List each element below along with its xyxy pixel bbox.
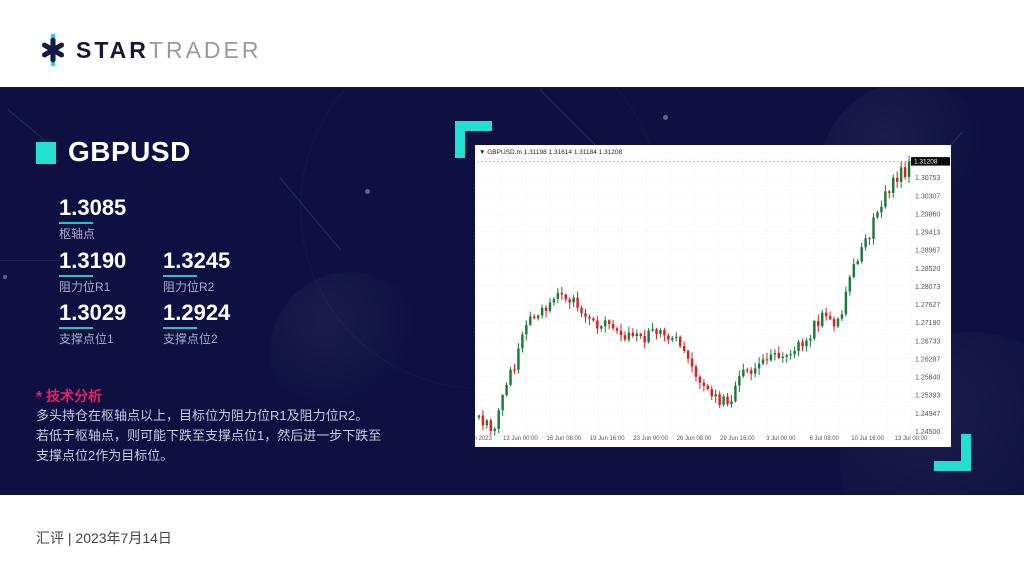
svg-text:9 Jun 2023: 9 Jun 2023 — [475, 436, 493, 442]
svg-text:23 Jun 00:00: 23 Jun 00:00 — [633, 436, 668, 442]
svg-text:1.28073: 1.28073 — [915, 284, 940, 291]
svg-text:19 Jun 16:00: 19 Jun 16:00 — [590, 436, 625, 442]
svg-text:29 Jun 16:00: 29 Jun 16:00 — [720, 436, 755, 442]
svg-text:1.24947: 1.24947 — [915, 411, 940, 418]
svg-text:1.28967: 1.28967 — [915, 248, 940, 255]
svg-text:▼ GBPUSD.m 1.31198 1.31614 1.3: ▼ GBPUSD.m 1.31198 1.31614 1.31184 1.312… — [479, 149, 623, 156]
svg-text:13 Jun 00:00: 13 Jun 00:00 — [503, 436, 538, 442]
svg-text:1.29413: 1.29413 — [915, 230, 940, 237]
svg-text:1.26733: 1.26733 — [915, 338, 940, 345]
svg-text:1.27180: 1.27180 — [915, 320, 940, 327]
svg-text:1.26287: 1.26287 — [915, 357, 940, 364]
svg-text:1.28520: 1.28520 — [915, 266, 940, 273]
svg-text:16 Jun 08:00: 16 Jun 08:00 — [546, 436, 581, 442]
svg-text:10 Jul 16:00: 10 Jul 16:00 — [851, 436, 884, 442]
svg-text:1.24500: 1.24500 — [915, 429, 940, 436]
svg-text:1.27627: 1.27627 — [915, 302, 940, 309]
svg-text:1.25393: 1.25393 — [915, 393, 940, 400]
svg-text:3 Jul 00:00: 3 Jul 00:00 — [766, 436, 796, 442]
svg-text:1.30307: 1.30307 — [915, 193, 940, 200]
svg-text:1.25840: 1.25840 — [915, 375, 940, 382]
svg-text:1.30753: 1.30753 — [915, 175, 940, 182]
svg-text:1.29860: 1.29860 — [915, 211, 940, 218]
svg-text:26 Jun 08:00: 26 Jun 08:00 — [677, 436, 712, 442]
svg-text:6 Jul 08:00: 6 Jul 08:00 — [810, 436, 840, 442]
svg-text:1.31208: 1.31208 — [914, 158, 938, 165]
svg-text:13 Jul 00:00: 13 Jul 00:00 — [895, 436, 928, 442]
